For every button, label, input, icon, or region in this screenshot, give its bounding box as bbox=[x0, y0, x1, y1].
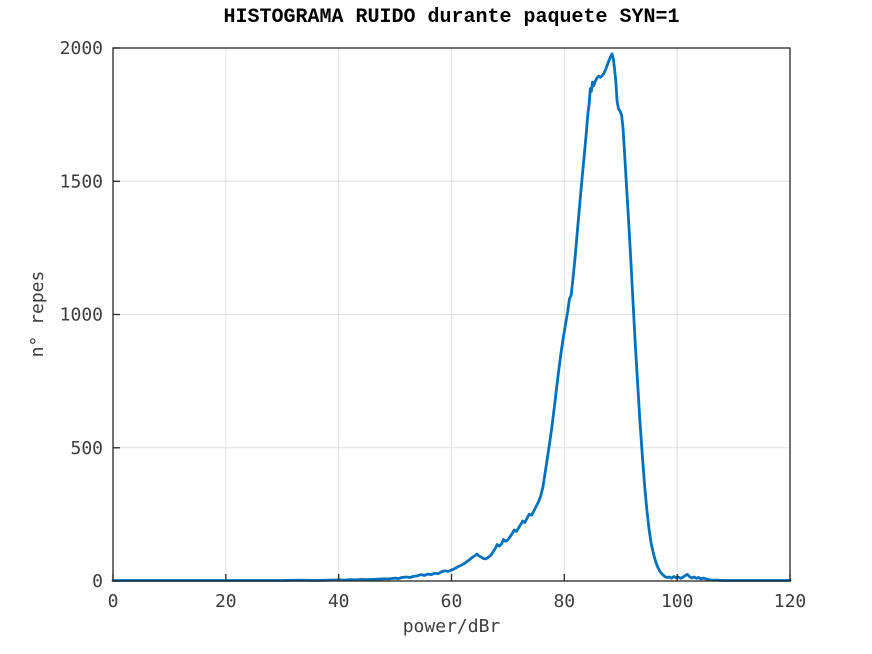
y-tick-label: 1000 bbox=[60, 305, 103, 326]
x-tick-label: 80 bbox=[553, 591, 575, 612]
y-tick-label: 500 bbox=[70, 438, 103, 459]
x-tick-label: 100 bbox=[661, 591, 694, 612]
tick-marks bbox=[112, 47, 791, 582]
chart-title: HISTOGRAMA RUIDO durante paquete SYN=1 bbox=[223, 6, 680, 29]
x-tick-label: 120 bbox=[774, 591, 807, 612]
x-tick-labels: 0 20 40 60 80 100 120 bbox=[108, 591, 807, 612]
y-tick-label: 0 bbox=[92, 571, 103, 592]
y-tick-labels: 0 500 1000 1500 2000 bbox=[60, 38, 103, 592]
gridlines bbox=[113, 48, 790, 581]
y-tick-label: 1500 bbox=[60, 171, 103, 192]
x-tick-label: 40 bbox=[328, 591, 350, 612]
x-axis-label: power/dBr bbox=[402, 616, 501, 637]
y-tick-label: 2000 bbox=[60, 38, 103, 59]
x-tick-label: 0 bbox=[108, 591, 119, 612]
x-tick-label: 60 bbox=[441, 591, 463, 612]
x-tick-label: 20 bbox=[215, 591, 237, 612]
histogram-line bbox=[111, 52, 792, 582]
